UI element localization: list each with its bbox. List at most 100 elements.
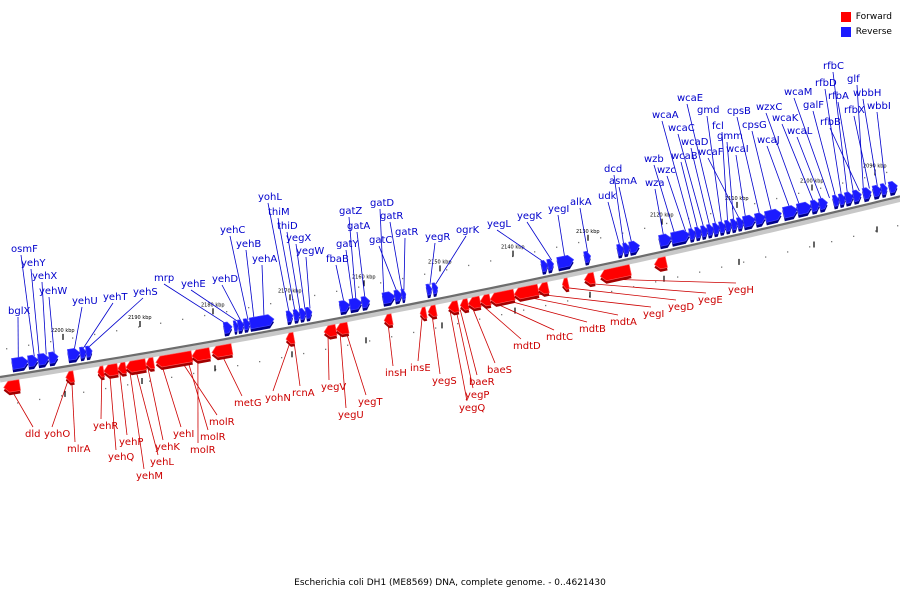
label-leader-line xyxy=(71,380,76,443)
label-leader-line xyxy=(147,367,164,441)
forward-gene-arrow xyxy=(583,271,596,285)
forward-gene-arrow xyxy=(459,298,470,311)
label-leader-line xyxy=(335,264,345,303)
track-dot xyxy=(160,322,162,324)
track-dot xyxy=(622,232,624,234)
track-dot xyxy=(391,336,393,338)
reverse-gene-arrow xyxy=(763,208,782,223)
reverse-gene-label: dcd xyxy=(604,164,622,175)
label-leader-line xyxy=(526,221,553,261)
forward-gene-label: mdtB xyxy=(579,324,606,335)
track-dot xyxy=(17,402,19,404)
track-dot xyxy=(380,282,382,284)
reverse-gene-label: yehE xyxy=(181,279,206,290)
label-leader-line xyxy=(557,214,566,258)
forward-gene-label: mdtA xyxy=(610,317,637,328)
reverse-gene-label: yegI xyxy=(548,204,569,215)
label-leader-line xyxy=(721,131,728,222)
track-dot xyxy=(853,235,855,237)
track-dot xyxy=(369,340,371,342)
track-dot xyxy=(226,311,228,313)
forward-gene-arrow xyxy=(513,283,540,300)
track-dot xyxy=(94,333,96,336)
forward-gene-label: yegI xyxy=(643,309,664,320)
label-leader-line xyxy=(524,296,619,316)
track-dot xyxy=(776,197,778,200)
forward-gene-label: yohO xyxy=(44,429,70,440)
label-leader-line xyxy=(459,309,478,376)
forward-gene-arrow xyxy=(97,365,106,378)
reverse-gene-label: wza xyxy=(645,178,665,189)
track-dot xyxy=(545,304,547,307)
scale-label: 2160 kbp xyxy=(352,274,376,280)
track-dot xyxy=(83,391,85,393)
scale-label: 2140 kbp xyxy=(501,245,525,251)
forward-gene-arrow xyxy=(447,300,460,313)
label-leader-line xyxy=(506,299,588,323)
forward-gene-label: yegV xyxy=(321,382,346,393)
reverse-gene-label: cpsG xyxy=(742,120,767,131)
forward-gene-label: molR xyxy=(190,445,216,456)
map-caption: Escherichia coli DH1 (ME8569) DNA, compl… xyxy=(294,578,606,588)
reverse-gene-arrow xyxy=(540,259,549,273)
label-leader-line xyxy=(586,283,707,294)
scale-ticks: 2090 kbp 2100 kbp 2110 kbp 2120 kbp 2130 kbp… xyxy=(51,163,887,397)
label-leader-line xyxy=(726,141,734,221)
forward-gene-arrow xyxy=(467,295,482,309)
track-dot xyxy=(842,182,844,184)
track-dot xyxy=(259,361,261,363)
label-leader-line xyxy=(735,154,746,218)
label-leader-line xyxy=(119,372,128,436)
gene-arrows xyxy=(3,180,898,396)
reverse-gene-label: gatR xyxy=(380,211,403,222)
forward-gene-arrow xyxy=(489,288,516,305)
label-leader-line xyxy=(305,256,311,309)
reverse-gene-label: rfbB xyxy=(820,117,841,128)
label-leader-line xyxy=(245,249,255,319)
track-dot xyxy=(743,261,745,263)
reverse-gene-label: yegR xyxy=(425,232,450,243)
reverse-gene-label: yehA xyxy=(252,254,277,265)
label-leader-line xyxy=(481,304,522,340)
track-dot xyxy=(270,303,272,305)
reverse-gene-arrow xyxy=(222,321,233,334)
reverse-gene-arrow xyxy=(700,225,708,238)
track-dot xyxy=(578,241,580,244)
label-leader-line xyxy=(11,390,34,428)
reverse-gene-arrow xyxy=(78,346,87,359)
forward-gene-label: yehI xyxy=(173,429,194,440)
reverse-gene-label: yegL xyxy=(487,219,511,230)
track-dot xyxy=(886,171,888,174)
scale-label: 2110 kbp xyxy=(725,196,749,202)
track-dot xyxy=(479,318,481,320)
reverse-gene-label: gmm xyxy=(717,131,743,142)
reverse-gene-label: rfbC xyxy=(823,61,844,72)
label-leader-line xyxy=(618,186,633,244)
reverse-gene-arrow xyxy=(546,258,555,271)
forward-gene-arrow xyxy=(103,363,120,377)
reverse-gene-label: wcaD xyxy=(681,137,709,148)
backbone-shadow xyxy=(0,196,900,383)
label-leader-line xyxy=(277,217,296,312)
forward-gene-label: metG xyxy=(234,398,262,409)
forward-gene-label: yegT xyxy=(358,397,383,408)
label-leader-line xyxy=(356,231,366,298)
reverse-gene-label: yegW xyxy=(296,246,324,257)
track-dot xyxy=(490,260,492,262)
label-leader-line xyxy=(30,268,40,356)
forward-gene-label: mdtC xyxy=(546,332,573,343)
label-leader-line xyxy=(109,374,117,451)
reverse-gene-label: wcaA xyxy=(652,110,679,121)
forward-gene-arrow xyxy=(383,313,394,326)
label-leader-line xyxy=(435,235,467,285)
scale-label: 2120 kbp xyxy=(650,213,674,219)
reverse-gene-label: yehD xyxy=(212,274,238,285)
reverse-gene-label: gmd xyxy=(697,105,719,116)
forward-gene-arrow xyxy=(211,343,234,358)
reverse-gene-arrow xyxy=(236,319,245,332)
tick-dots xyxy=(6,171,899,404)
legend-forward-label: Forward xyxy=(855,11,892,22)
label-leader-line xyxy=(449,311,468,402)
track-dot xyxy=(303,352,305,355)
reverse-gene-label: wcaC xyxy=(668,123,695,134)
